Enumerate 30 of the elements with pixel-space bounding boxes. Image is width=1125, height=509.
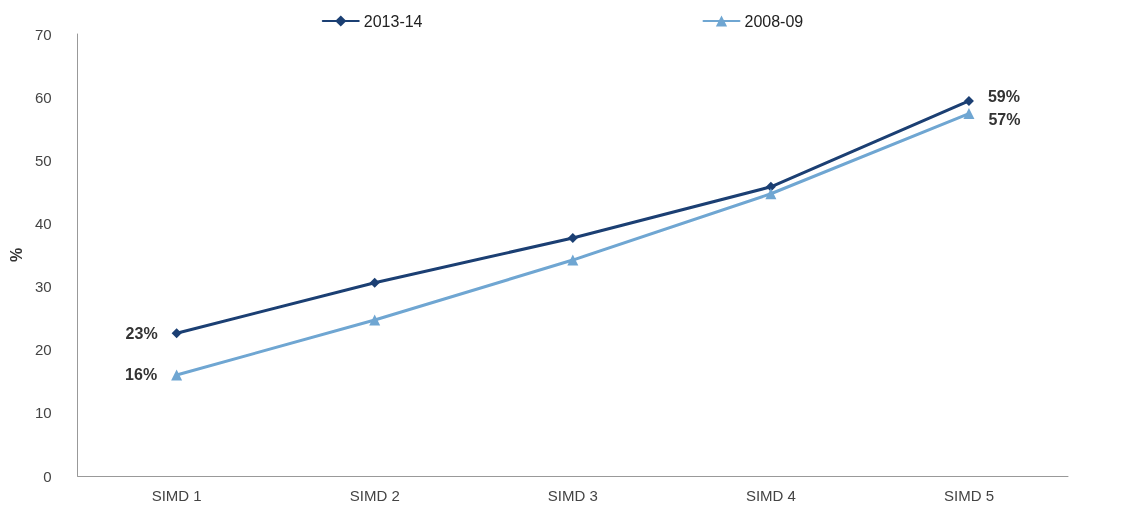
legend-label: 2008-09	[744, 12, 804, 30]
data-label: 59%	[987, 88, 1020, 106]
y-tick-label: 50	[34, 151, 52, 169]
x-tick-label: SIMD 5	[943, 487, 994, 504]
data-label: 16%	[125, 366, 158, 384]
point	[765, 188, 777, 200]
y-tick-label: 70	[34, 25, 52, 43]
y-tick-label: 10	[34, 404, 52, 422]
point	[765, 181, 776, 192]
x-tick-label: SIMD 1	[151, 487, 202, 504]
point	[963, 108, 975, 120]
y-tick-label: 0	[43, 467, 52, 485]
data-label: 57%	[988, 111, 1021, 129]
y-tick-label: 30	[34, 278, 52, 296]
y-tick-label: 60	[34, 88, 52, 106]
y-tick-label: 40	[34, 214, 52, 232]
point	[567, 232, 578, 243]
data-label: 23%	[125, 324, 158, 342]
x-tick-label: SIMD 3	[547, 487, 598, 504]
legend-label: 2013-14	[363, 12, 423, 30]
point	[171, 328, 182, 339]
point	[567, 254, 579, 266]
point	[171, 369, 183, 381]
x-tick-label: SIMD 4	[745, 487, 796, 504]
point	[369, 314, 381, 326]
point	[369, 277, 380, 288]
y-tick-label: 20	[34, 341, 52, 359]
point	[963, 95, 974, 106]
y-axis-title: %	[7, 247, 25, 263]
x-tick-label: SIMD 2	[349, 487, 400, 504]
